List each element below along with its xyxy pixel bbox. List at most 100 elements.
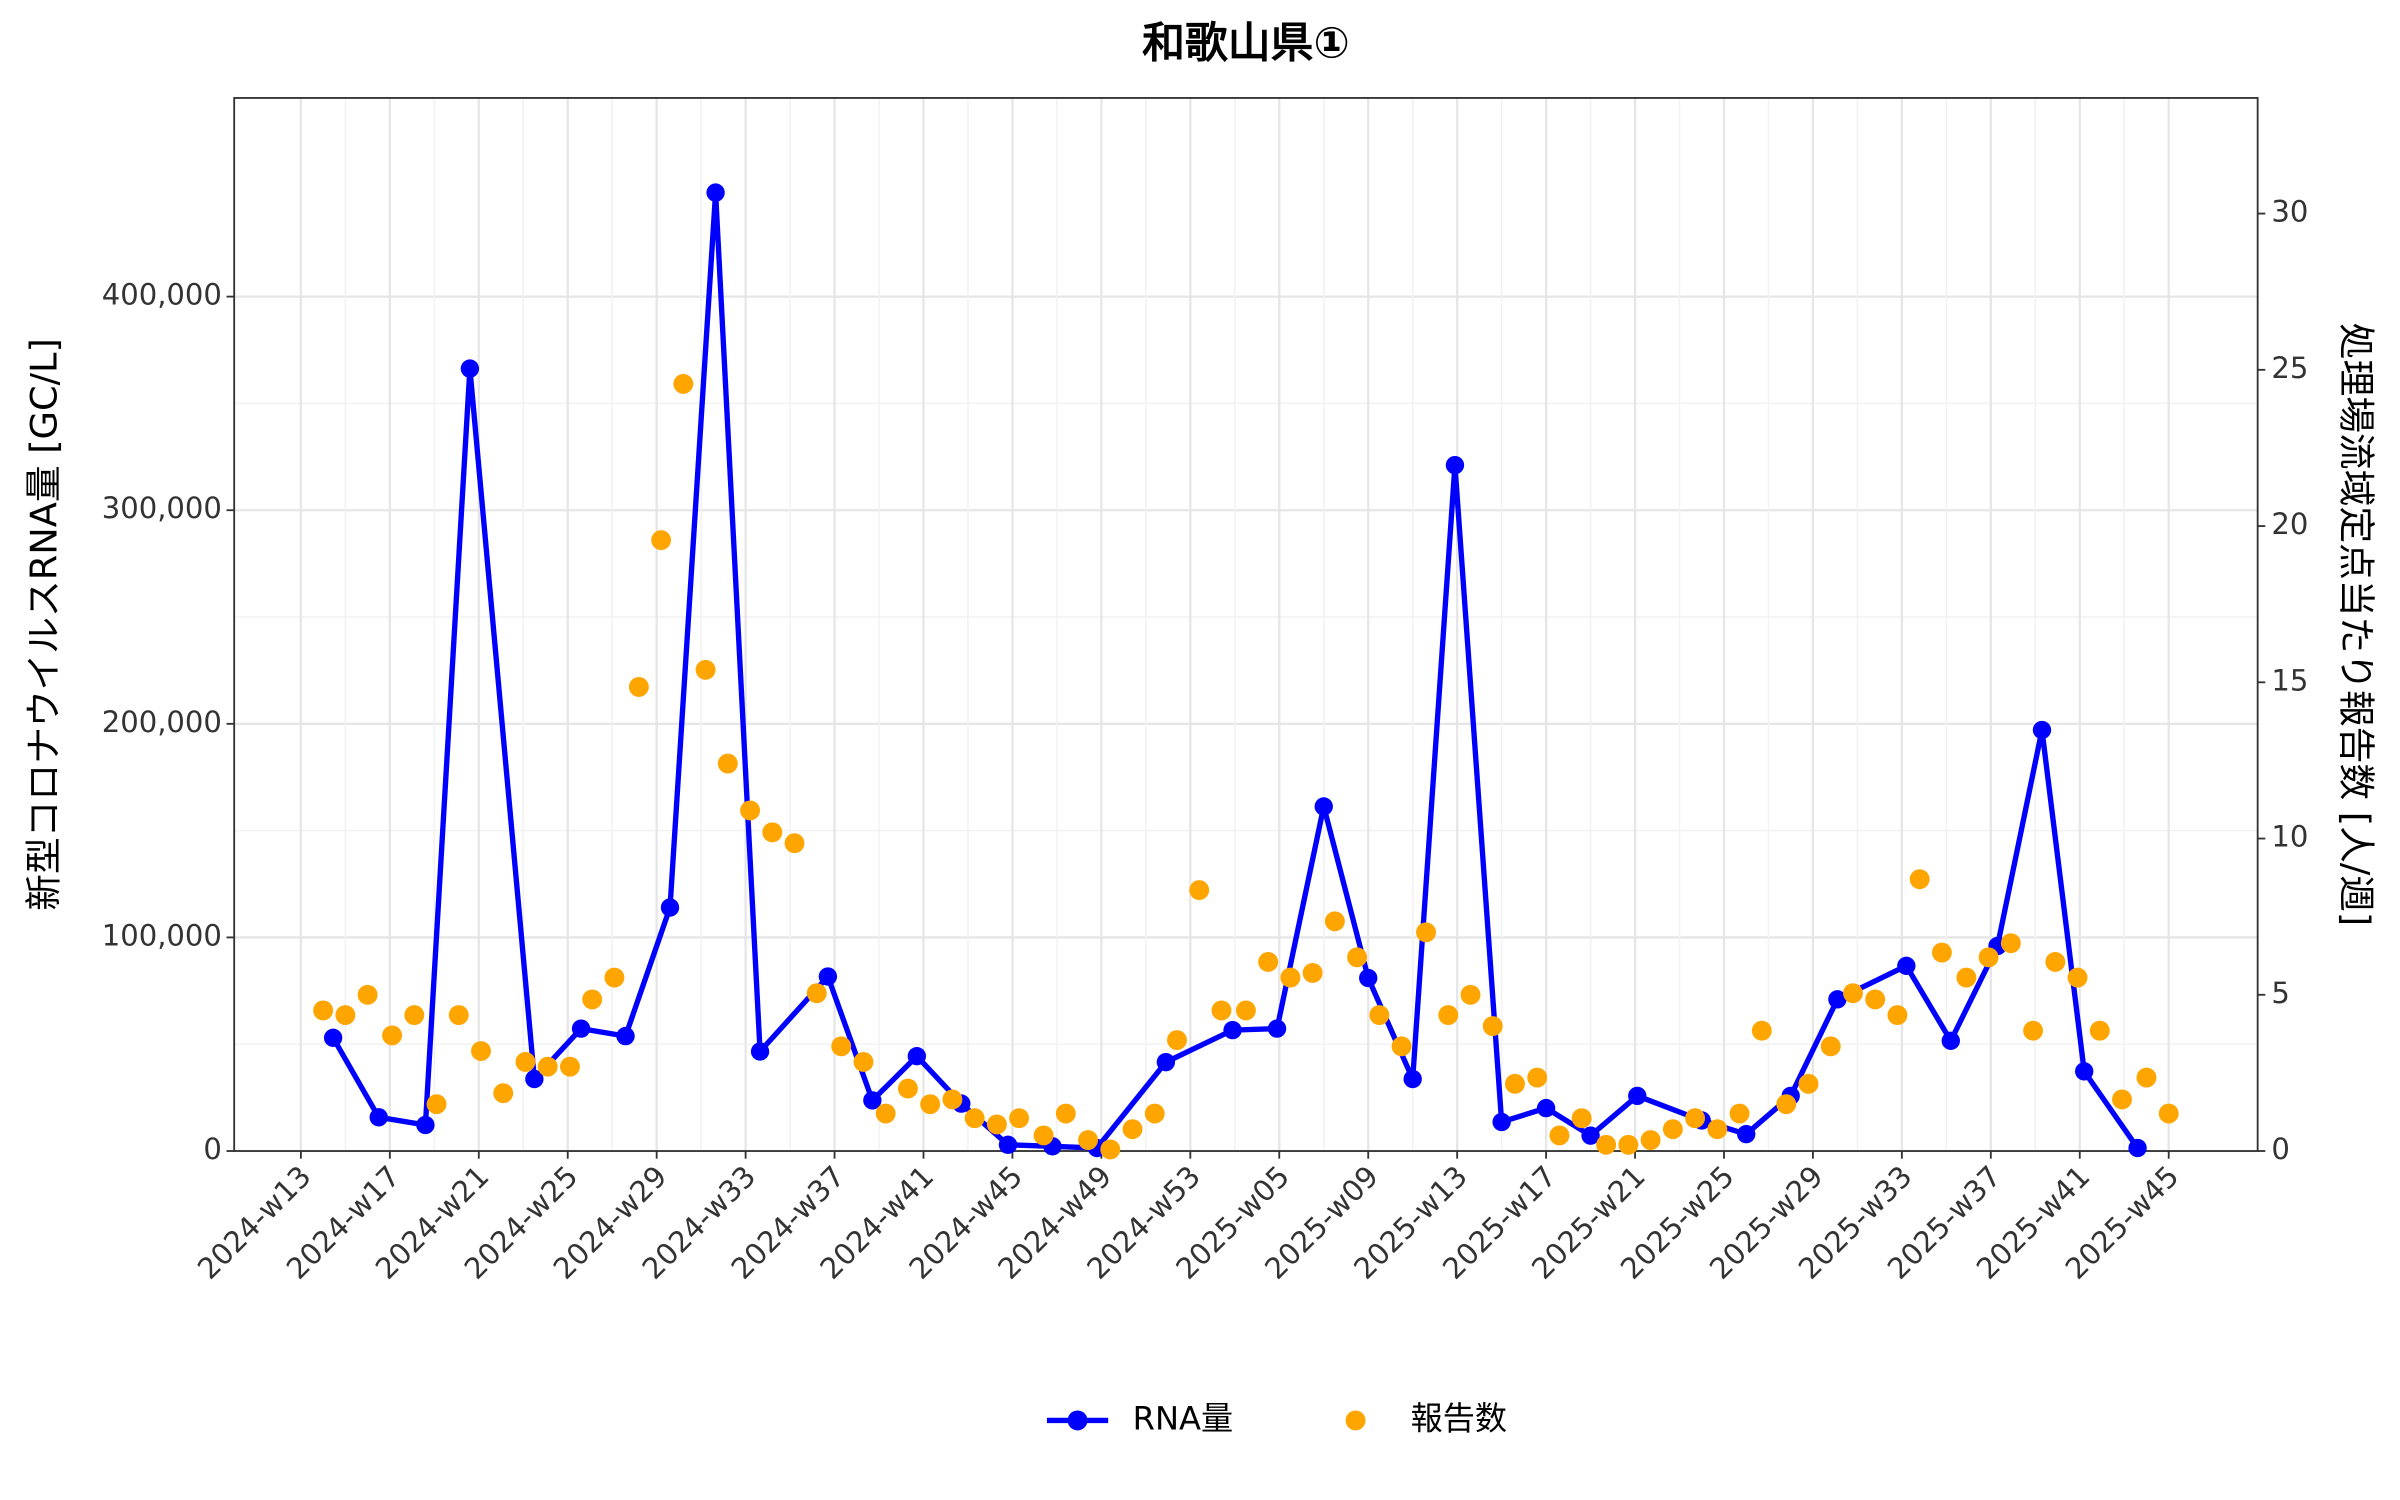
data-point [1798,1073,1819,1094]
data-point [369,1108,388,1127]
data-point [1776,1094,1797,1115]
data-point [628,677,649,697]
legend-item: RNA量 [1046,1399,1233,1437]
data-point [1505,1073,1525,1094]
data-point [2089,1020,2110,1041]
data-point [1055,1103,1076,1124]
data-point [1144,1103,1165,1124]
data-point [875,1103,896,1124]
data-point [426,1094,447,1115]
data-point [853,1052,874,1072]
data-point [1887,1005,1908,1026]
y2-tick-label: 15 [2271,663,2308,697]
data-point [818,967,838,986]
data-point [571,1019,591,1038]
data-point [1571,1108,1592,1129]
y-tick-label: 0 [203,1132,222,1166]
data-point [1100,1139,1121,1160]
data-point [986,1114,1007,1135]
data-point [863,1091,882,1110]
y-tick-label: 400,000 [102,278,222,312]
data-point [1865,989,1886,1010]
data-point [1324,911,1345,932]
data-point [897,1078,918,1099]
data-point [1549,1125,1570,1146]
data-point [1628,1086,1647,1106]
data-point [831,1036,852,1057]
y-axis-title: 新型コロナウイルスRNA量 [GC/L] [22,338,65,911]
data-point [1438,1005,1459,1026]
data-point [1536,1098,1556,1118]
data-point [1581,1126,1600,1145]
legend-label: RNA量 [1133,1399,1233,1437]
y-tick-label: 200,000 [102,705,222,739]
data-point [651,530,672,551]
data-point [471,1041,491,1061]
data-point [357,984,378,1005]
data-point [416,1115,435,1135]
data-point [1596,1134,1617,1155]
data-point [1492,1112,1511,1132]
data-point [1729,1103,1750,1124]
data-point [1662,1119,1683,1140]
legend-marker [1067,1410,1088,1431]
series-line [330,189,2140,1151]
data-point [907,1046,927,1066]
data-point [1302,962,1323,983]
data-point [1931,942,1952,963]
data-point [806,983,827,1004]
data-point [448,1005,469,1026]
data-point [1009,1108,1030,1129]
data-point [1978,947,1999,968]
data-point [404,1005,425,1026]
data-point [313,1000,334,1021]
data-point [1460,984,1481,1005]
y2-tick-label: 20 [2271,507,2308,541]
data-point [1258,952,1279,972]
data-point [1211,1000,1232,1021]
legend-marker [1345,1410,1366,1431]
data-point [762,822,783,843]
data-point [2112,1089,2132,1110]
data-point [2000,933,2021,954]
data-point [515,1052,536,1072]
data-point [559,1056,580,1077]
data-point [1156,1052,1176,1072]
data-point [1033,1125,1054,1146]
data-point [582,989,603,1010]
data-point [1369,1005,1390,1026]
data-point [2032,720,2052,740]
y2-axis-title: 処理場流域定点当たり報告数 [人/週] [2335,323,2378,926]
y2-tick-label: 5 [2271,976,2290,1010]
data-point [740,800,761,821]
data-point [998,1135,1018,1155]
data-point [1078,1130,1098,1151]
data-point [1223,1020,1242,1040]
y-tick-label: 300,000 [102,491,222,525]
data-point [2128,1138,2147,1158]
data-point [1416,922,1436,943]
data-point [1280,967,1301,988]
data-point [1347,947,1368,968]
data-point [1685,1108,1706,1129]
data-point [1267,1019,1287,1038]
data-point [537,1056,558,1077]
data-point [1359,968,1378,988]
data-point [1403,1069,1422,1089]
data-point [717,753,738,774]
legend-label: 報告数 [1411,1399,1507,1437]
y2-tick-label: 0 [2271,1132,2290,1166]
data-point [1527,1067,1548,1088]
data-point [1751,1020,1772,1041]
data-point [2023,1020,2044,1041]
data-point [1909,869,1930,890]
data-point [1828,990,1847,1009]
data-point [1445,455,1465,475]
data-point [1618,1134,1639,1155]
data-point [1956,967,1977,988]
chart-title: 和歌山県① [1142,18,1350,68]
data-point [660,898,680,917]
